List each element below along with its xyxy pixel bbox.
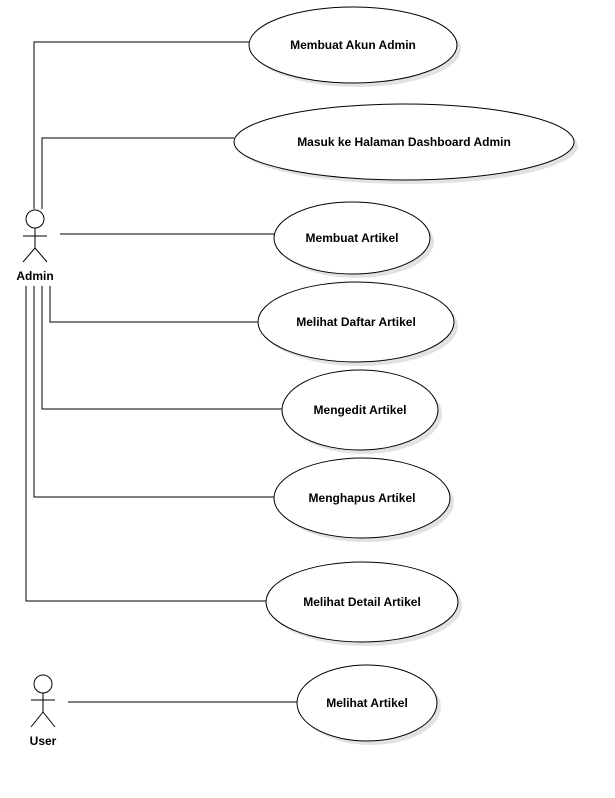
use-case-uc4[interactable]: Melihat Daftar Artikel [257,281,458,366]
use-case-uc8[interactable]: Melihat Artikel [296,664,441,745]
use-case-label: Melihat Artikel [326,696,408,710]
actor-admin[interactable]: Admin [16,209,54,283]
stick-figure-icon [22,209,48,263]
association-uc6 [33,286,274,498]
use-case-uc1[interactable]: Membuat Akun Admin [248,6,461,87]
use-case-label: Mengedit Artikel [314,403,407,417]
use-case-uc3[interactable]: Membuat Artikel [273,201,434,278]
association-uc1 [33,41,250,209]
use-case-label: Membuat Artikel [306,231,399,245]
use-case-label: Masuk ke Halaman Dashboard Admin [297,135,511,149]
use-case-label: Menghapus Artikel [309,491,416,505]
stick-figure-icon [30,674,56,728]
use-case-uc7[interactable]: Melihat Detail Artikel [265,561,462,646]
association-uc7 [25,286,266,602]
use-case-uc6[interactable]: Menghapus Artikel [273,457,454,542]
association-uc5 [41,286,282,410]
actor-user[interactable]: User [30,674,57,748]
actor-label-user: User [30,734,57,748]
associations [25,41,298,703]
actor-label-admin: Admin [16,269,53,283]
association-uc2 [41,137,234,209]
use-case-uc5[interactable]: Mengedit Artikel [281,369,442,454]
use-case-label: Membuat Akun Admin [290,38,416,52]
association-uc4 [49,286,258,323]
use-case-label: Melihat Daftar Artikel [296,315,416,329]
use-case-label: Melihat Detail Artikel [303,595,421,609]
use-case-uc2[interactable]: Masuk ke Halaman Dashboard Admin [233,103,578,184]
